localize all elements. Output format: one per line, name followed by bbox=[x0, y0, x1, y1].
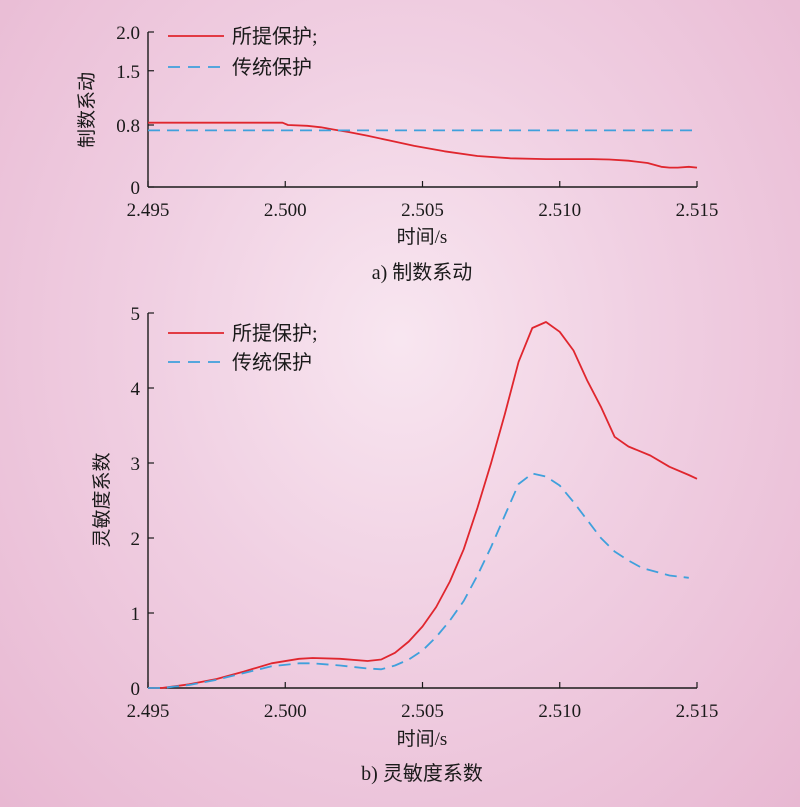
panel-a-y-tick-label: 1.5 bbox=[116, 62, 140, 83]
panel-a-legend-label-1: 传统保护 bbox=[232, 56, 312, 79]
panel-b-legend-label-1: 传统保护 bbox=[232, 351, 312, 374]
panel-b-x-tick-label: 2.505 bbox=[401, 701, 444, 722]
panel-a-x-tick-label: 2.495 bbox=[127, 200, 170, 221]
panel-b-x-axis-label: 时间/s bbox=[397, 728, 448, 750]
panel-b-caption: b) 灵敏度系数 bbox=[361, 762, 483, 785]
panel-b-y-tick-label: 5 bbox=[131, 304, 141, 325]
panel-a-x-tick-label: 2.500 bbox=[264, 200, 307, 221]
panel-b-y-tick-label: 4 bbox=[131, 379, 141, 400]
panel-a-axes: 2.495 2.500 2.505 2.510 2.515 0 0.8 1.5 2.0 bbox=[116, 23, 718, 221]
panel-b-legend: 所提保护; 传统保护 bbox=[168, 322, 318, 374]
panel-b-chart: 2.495 2.500 2.505 2.510 2.515 0 1 2 3 4 5 所提保护; 传统… bbox=[91, 304, 718, 785]
panel-b-y-tick-label: 3 bbox=[131, 454, 141, 475]
panel-b-x-tick-label: 2.510 bbox=[538, 701, 581, 722]
panel-a-x-tick-label: 2.510 bbox=[538, 200, 581, 221]
panel-b-y-tick-label: 2 bbox=[131, 529, 141, 550]
panel-b-series bbox=[148, 321, 698, 689]
panel-a-chart: 2.495 2.500 2.505 2.510 2.515 0 0.8 1.5 2.0 所提保护… bbox=[76, 23, 718, 284]
panel-a-caption: a) 制数系动 bbox=[372, 261, 473, 284]
panel-b-x-tick-label: 2.500 bbox=[264, 701, 307, 722]
panel-b-axes: 2.495 2.500 2.505 2.510 2.515 0 1 2 3 4 5 bbox=[127, 304, 719, 722]
panel-b-y-tick-label: 1 bbox=[131, 604, 141, 625]
panel-a-x-tick-label: 2.505 bbox=[401, 200, 444, 221]
panel-a-y-tick-label: 0 bbox=[131, 178, 141, 199]
panel-a-series-line-0 bbox=[148, 121, 698, 169]
panel-a-legend: 所提保护; 传统保护 bbox=[168, 25, 318, 79]
panel-b-x-tick-label: 2.495 bbox=[127, 701, 170, 722]
panel-b-y-axis-label: 灵敏度系数 bbox=[91, 452, 113, 547]
panel-a-x-tick-label: 2.515 bbox=[676, 200, 719, 221]
panel-a-series bbox=[148, 121, 698, 169]
panel-b-x-tick-label: 2.515 bbox=[676, 701, 719, 722]
panel-a-y-tick-label: 0.8 bbox=[116, 116, 140, 137]
panel-a-y-axis-label: 制数系动 bbox=[76, 72, 98, 148]
panel-b-series-line-1 bbox=[148, 472, 689, 689]
panel-b-y-tick-label: 0 bbox=[131, 679, 141, 700]
panel-b-legend-label-0: 所提保护; bbox=[232, 322, 318, 345]
panel-a-x-axis-label: 时间/s bbox=[397, 226, 448, 248]
panel-a-legend-label-0: 所提保护; bbox=[232, 25, 318, 48]
panel-a-y-tick-label: 2.0 bbox=[116, 23, 140, 44]
panel-b-series-line-0 bbox=[148, 321, 698, 689]
